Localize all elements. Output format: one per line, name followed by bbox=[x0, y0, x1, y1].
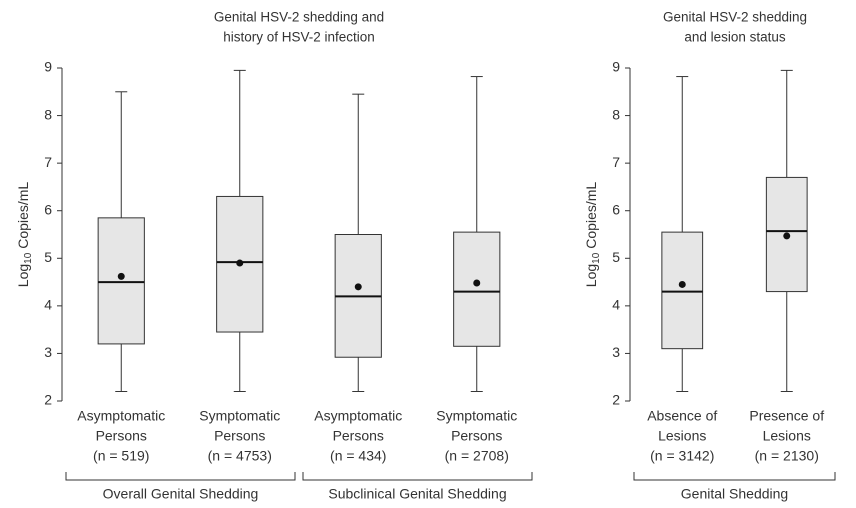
y-axis-label: Log10 Copies/mL bbox=[15, 182, 34, 288]
mean bbox=[117, 272, 125, 280]
y-tick-label: 4 bbox=[612, 297, 620, 313]
y-tick-label: 5 bbox=[612, 249, 620, 265]
y-tick-label: 3 bbox=[44, 344, 52, 360]
mean bbox=[783, 232, 791, 240]
chart-title: and lesion status bbox=[684, 30, 786, 45]
y-tick-label: 5 bbox=[44, 249, 52, 265]
box bbox=[97, 217, 145, 345]
group-label: Subclinical Genital Shedding bbox=[328, 486, 506, 502]
x-tick-label: Persons bbox=[333, 428, 384, 444]
y-label-part: Copies/mL bbox=[583, 182, 599, 249]
x-tick-label: (n = 434) bbox=[330, 448, 386, 464]
y-label-part: Log bbox=[15, 264, 31, 287]
y-tick-label: 9 bbox=[612, 59, 620, 75]
group-label: Overall Genital Shedding bbox=[103, 486, 259, 502]
y-tick-label: 7 bbox=[612, 154, 620, 170]
y-tick-label: 7 bbox=[44, 154, 52, 170]
mean bbox=[354, 283, 362, 291]
box bbox=[453, 231, 501, 347]
mean bbox=[678, 280, 686, 288]
group-label: Genital Shedding bbox=[681, 486, 788, 502]
x-tick-label: Lesions bbox=[763, 428, 811, 444]
chart-title: Genital HSV-2 shedding bbox=[663, 10, 807, 25]
y-tick-label: 9 bbox=[44, 59, 52, 75]
x-tick-label: (n = 4753) bbox=[208, 448, 272, 464]
x-tick-label: (n = 2708) bbox=[445, 448, 509, 464]
x-tick-label: Symptomatic bbox=[436, 408, 517, 424]
y-label-sub: 10 bbox=[591, 252, 602, 264]
x-tick-label: Absence of bbox=[647, 408, 717, 424]
x-tick-label: (n = 3142) bbox=[650, 448, 714, 464]
x-tick-label: Asymptomatic bbox=[314, 408, 402, 424]
y-axis-label: Log10 Copies/mL bbox=[583, 182, 602, 288]
y-label-part: Copies/mL bbox=[15, 182, 31, 249]
x-tick-label: Presence of bbox=[749, 408, 824, 424]
x-tick-label: (n = 519) bbox=[93, 448, 149, 464]
x-tick-label: Persons bbox=[96, 428, 147, 444]
y-tick-label: 3 bbox=[612, 344, 620, 360]
group-bracket bbox=[65, 472, 296, 481]
x-tick-label: Persons bbox=[451, 428, 502, 444]
chart-title: history of HSV-2 infection bbox=[223, 30, 375, 45]
group-bracket bbox=[302, 472, 533, 481]
y-label-part: Log bbox=[583, 264, 599, 287]
x-tick-label: Lesions bbox=[658, 428, 706, 444]
chart-title: Genital HSV-2 shedding and bbox=[214, 10, 384, 25]
y-tick-label: 6 bbox=[44, 201, 52, 217]
mean bbox=[236, 259, 244, 267]
y-tick-label: 4 bbox=[44, 297, 52, 313]
y-label-sub: 10 bbox=[23, 252, 34, 264]
y-tick-label: 8 bbox=[44, 106, 52, 122]
x-tick-label: Symptomatic bbox=[199, 408, 280, 424]
group-bracket bbox=[633, 472, 836, 481]
mean bbox=[473, 279, 481, 287]
x-tick-label: Asymptomatic bbox=[77, 408, 165, 424]
x-tick-label: Persons bbox=[214, 428, 265, 444]
y-tick-label: 6 bbox=[612, 201, 620, 217]
box bbox=[661, 231, 704, 350]
y-tick-label: 8 bbox=[612, 106, 620, 122]
x-tick-label: (n = 2130) bbox=[755, 448, 819, 464]
y-tick-label: 2 bbox=[44, 392, 52, 408]
y-tick-label: 2 bbox=[612, 392, 620, 408]
